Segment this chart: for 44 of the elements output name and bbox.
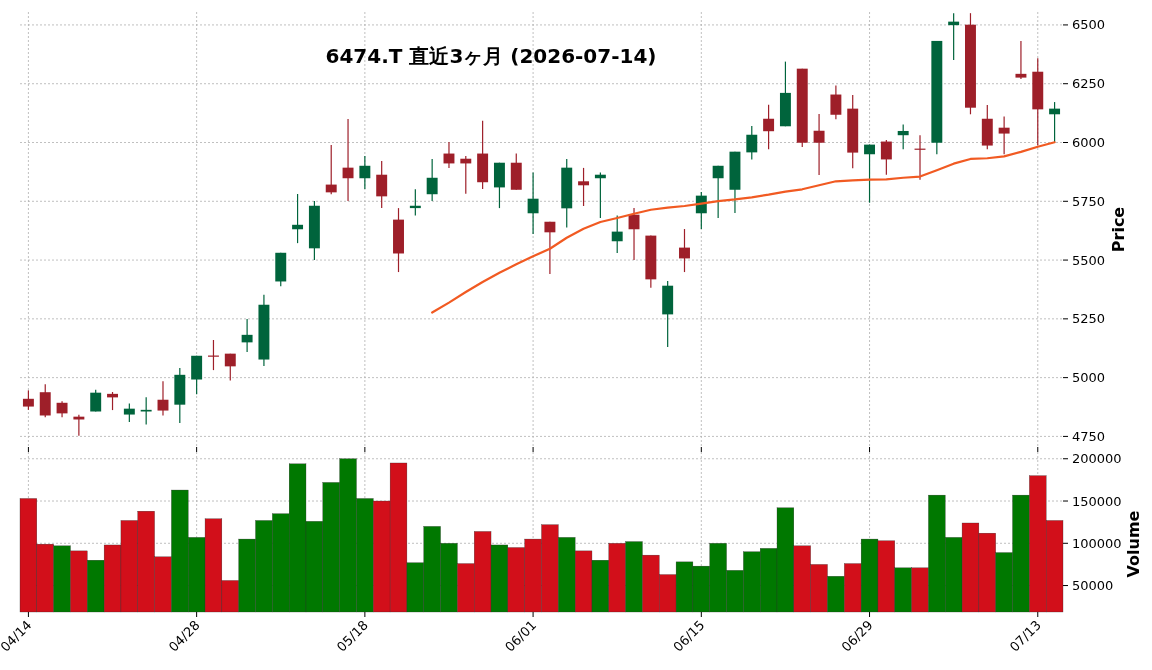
y-tick-label: 50000	[1072, 578, 1114, 594]
y-axis-title: Price	[1109, 206, 1128, 253]
y-tick-label: 5500	[1072, 252, 1106, 268]
y-tick-label: 5750	[1072, 193, 1106, 209]
candlestick	[191, 355, 203, 395]
candlestick	[998, 115, 1010, 155]
candlestick	[22, 389, 34, 411]
candlestick	[679, 228, 690, 273]
candlestick	[157, 380, 169, 417]
y-tick-label: 6250	[1072, 76, 1106, 92]
y-tick-label: 5000	[1072, 370, 1106, 386]
candlestick	[292, 193, 304, 244]
y-tick-label: 150000	[1072, 493, 1122, 509]
candlestick	[578, 167, 590, 207]
y-tick-label: 100000	[1072, 535, 1122, 551]
candlestick	[426, 158, 438, 202]
y-axis-title: Volume	[1124, 510, 1143, 578]
candlestick	[1015, 40, 1027, 80]
y-tick-label: 6500	[1072, 17, 1106, 33]
y-tick-label: 5250	[1072, 311, 1106, 327]
candlestick	[897, 123, 909, 150]
candlestick	[241, 318, 253, 353]
candlestick	[325, 144, 337, 195]
candlestick	[712, 165, 724, 219]
candlestick	[224, 353, 236, 382]
candlestick	[376, 160, 388, 209]
y-tick-label: 6000	[1072, 135, 1106, 150]
line-series	[431, 141, 1056, 314]
candlestick	[527, 172, 539, 235]
candlestick	[544, 221, 556, 275]
candlestick	[342, 118, 354, 202]
candlestick	[864, 144, 876, 204]
candlestick	[123, 402, 135, 423]
y-tick-label: 200000	[1072, 451, 1122, 467]
candlestick	[763, 104, 775, 150]
candlestick	[359, 155, 371, 190]
candlestick	[39, 383, 51, 418]
candlestick	[746, 125, 758, 161]
candlestick	[813, 113, 825, 176]
text: 6474.T 直近3ヶ月 (2026-07-14)	[325, 44, 657, 68]
candlestick	[611, 214, 623, 254]
y-tick-label: 4750	[1072, 428, 1106, 444]
candlestick	[880, 139, 892, 176]
candlestick	[830, 85, 842, 120]
